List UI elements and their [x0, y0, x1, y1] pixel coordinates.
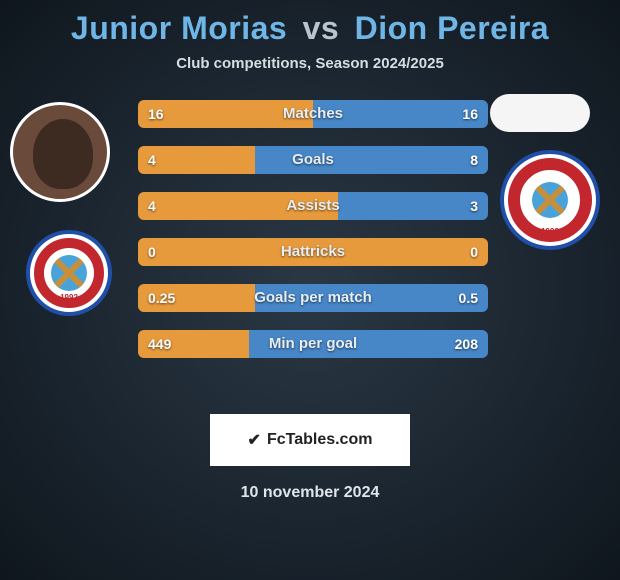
- comparison-panel: 1992 1992 1616Matches 48Goals 43Assists 00H…: [0, 100, 620, 400]
- stat-row: 1616Matches: [138, 100, 488, 128]
- stat-label: Matches: [138, 100, 488, 128]
- subtitle: Club competitions, Season 2024/2025: [0, 55, 620, 72]
- snapshot-date: 10 november 2024: [0, 484, 620, 502]
- stat-label: Hattricks: [138, 238, 488, 266]
- crest-year: 1992: [30, 293, 108, 302]
- player2-avatar: [490, 94, 590, 132]
- branding-check-icon: ✔: [248, 430, 261, 450]
- branding-badge: ✔ FcTables.com: [210, 414, 410, 466]
- stat-label: Assists: [138, 192, 488, 220]
- stat-bars: 1616Matches 48Goals 43Assists 00Hattricks 0.…: [138, 100, 488, 376]
- stat-label: Goals: [138, 146, 488, 174]
- stat-row: 0.250.5Goals per match: [138, 284, 488, 312]
- player2-club-crest: 1992: [500, 150, 600, 250]
- stat-label: Min per goal: [138, 330, 488, 358]
- player1-name: Junior Morias: [71, 10, 287, 46]
- player1-avatar: [10, 102, 110, 202]
- crest-year: 1992: [504, 227, 596, 236]
- vs-separator: vs: [303, 10, 340, 46]
- stat-row: 48Goals: [138, 146, 488, 174]
- branding-text: FcTables.com: [267, 431, 373, 449]
- player2-name: Dion Pereira: [355, 10, 550, 46]
- stat-row: 00Hattricks: [138, 238, 488, 266]
- page-title: Junior Morias vs Dion Pereira: [0, 0, 620, 47]
- stat-row: 449208Min per goal: [138, 330, 488, 358]
- stat-row: 43Assists: [138, 192, 488, 220]
- stat-label: Goals per match: [138, 284, 488, 312]
- player1-club-crest: 1992: [26, 230, 112, 316]
